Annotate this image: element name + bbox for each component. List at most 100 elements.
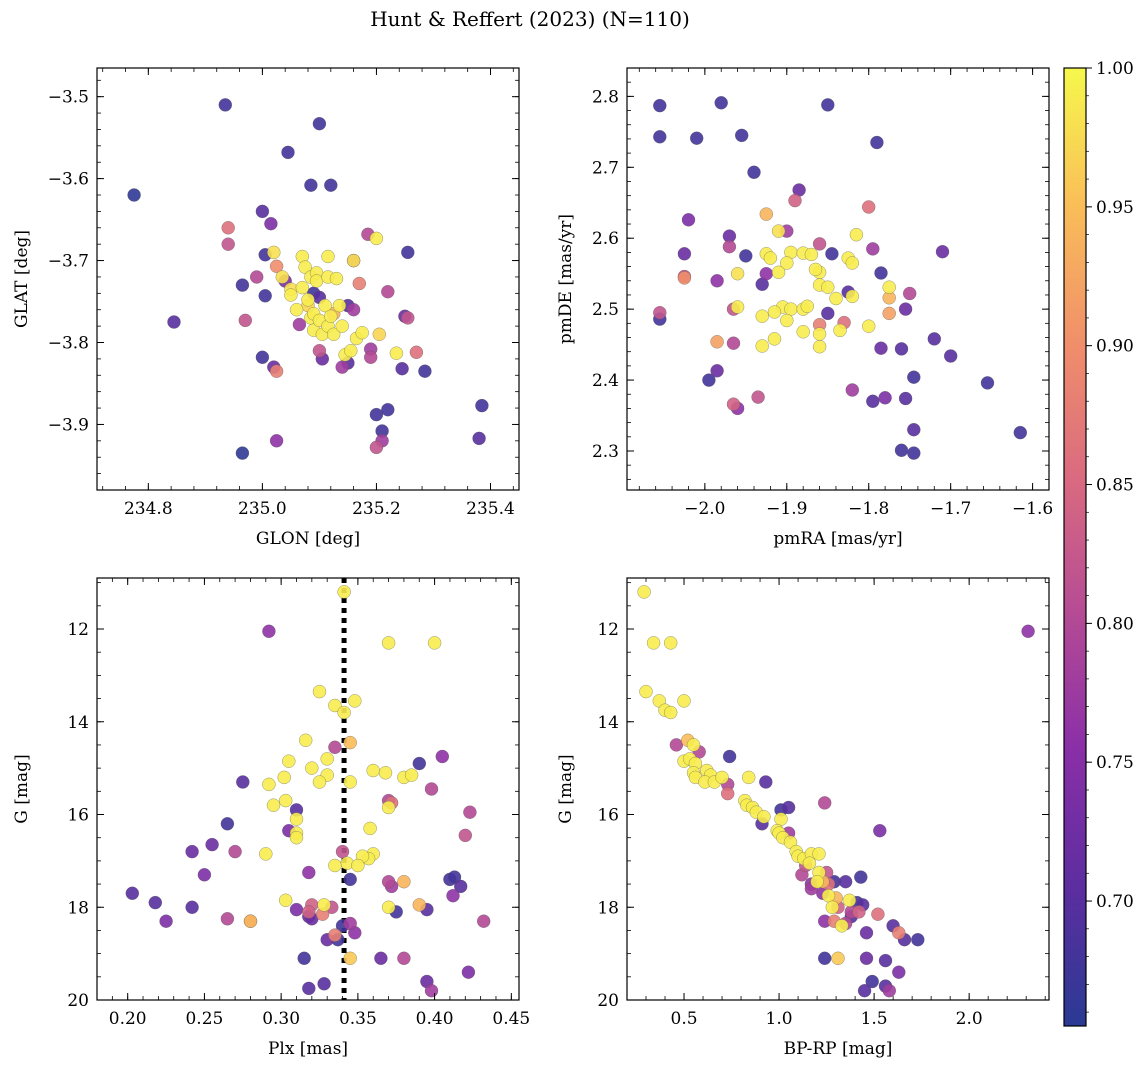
- data-point: [857, 983, 872, 998]
- data-point: [266, 798, 281, 812]
- data-point: [309, 274, 324, 288]
- panel-plx-g: 0.20 0.25 0.30 0.35 0.40 0.45 12 14 16 18 20 Plx [m…: [12, 577, 530, 1059]
- data-point: [710, 335, 724, 349]
- data-point: [435, 749, 450, 764]
- data-point: [343, 735, 357, 750]
- data-point: [275, 270, 290, 284]
- data-point: [328, 698, 342, 713]
- data-point: [344, 343, 358, 358]
- data-point: [730, 266, 745, 281]
- data-point: [282, 754, 296, 768]
- data-point: [845, 256, 860, 270]
- data-point: [774, 812, 788, 826]
- data-point: [741, 770, 756, 785]
- x-tick-label: 0.35: [339, 1009, 377, 1029]
- data-point: [861, 200, 876, 214]
- data-point: [312, 116, 327, 131]
- panel-pmra-pmde: −2.0 −1.9 −1.8 −1.7 −1.6 2.3 2.4 2.5 2.6 2.7 2.8 pm…: [556, 67, 1053, 549]
- data-point: [865, 974, 879, 989]
- data-point: [458, 828, 473, 843]
- data-point: [352, 276, 367, 291]
- colorbar-tick-label: 0.70: [1096, 892, 1134, 912]
- data-point: [907, 446, 921, 460]
- x-tick-label: −1.7: [930, 499, 971, 519]
- data-point: [902, 286, 917, 301]
- data-point: [747, 165, 761, 180]
- data-point: [825, 247, 839, 261]
- data-point: [404, 768, 419, 782]
- data-point: [780, 313, 794, 328]
- axes-frame: [626, 577, 1050, 1001]
- data-point: [907, 422, 921, 437]
- data-point: [835, 919, 849, 933]
- data-point: [866, 394, 880, 409]
- data-point: [262, 777, 276, 792]
- axes-frame: [626, 67, 1050, 491]
- data-point: [329, 271, 344, 286]
- colorbar-tick-label: 0.75: [1096, 753, 1134, 773]
- data-point: [297, 951, 311, 966]
- data-point: [185, 844, 199, 859]
- data-point: [637, 585, 651, 599]
- data-point: [677, 694, 691, 708]
- data-point: [332, 298, 347, 313]
- data-point: [842, 893, 857, 908]
- data-point: [852, 905, 866, 919]
- x-axis-label: BP-RP [mag]: [784, 1039, 893, 1059]
- data-point: [757, 810, 771, 824]
- x-axis-label: Plx [mas]: [268, 1039, 348, 1059]
- data-point: [312, 684, 327, 699]
- y-tick-label: 14: [67, 713, 89, 733]
- data-point: [320, 752, 334, 766]
- data-point: [821, 98, 835, 112]
- data-point: [243, 914, 258, 928]
- data-point: [755, 309, 769, 323]
- data-point: [278, 893, 293, 908]
- data-point: [771, 265, 786, 280]
- data-point: [418, 364, 432, 378]
- data-point: [259, 847, 273, 861]
- data-point: [808, 262, 823, 277]
- data-point: [372, 327, 387, 342]
- data-point: [312, 775, 327, 789]
- data-point: [346, 253, 361, 268]
- y-tick-label: 16: [67, 806, 89, 826]
- data-point: [821, 888, 836, 903]
- data-point: [771, 224, 786, 238]
- data-point: [854, 870, 868, 884]
- data-point: [424, 983, 439, 998]
- data-point: [646, 636, 661, 650]
- data-point: [759, 775, 773, 789]
- data-point: [874, 266, 888, 280]
- data-point: [378, 766, 393, 780]
- data-point: [476, 914, 491, 928]
- data-point: [317, 977, 331, 991]
- data-point: [686, 738, 701, 752]
- data-point: [681, 213, 696, 227]
- y-tick-label: 18: [597, 898, 619, 918]
- data-point: [802, 856, 817, 870]
- data-point: [980, 376, 995, 390]
- x-tick-label: −1.6: [1012, 499, 1053, 519]
- data-point: [463, 805, 477, 819]
- data-point: [292, 317, 307, 332]
- data-point: [369, 231, 384, 246]
- data-point: [348, 694, 362, 708]
- data-point: [821, 306, 835, 321]
- data-point: [269, 434, 284, 448]
- data-point: [427, 636, 442, 650]
- data-point: [355, 325, 369, 340]
- data-point: [726, 336, 741, 350]
- y-tick-label: 14: [597, 713, 619, 733]
- data-point: [289, 302, 304, 317]
- data-point: [831, 951, 845, 966]
- data-point: [689, 131, 704, 145]
- data-point: [1013, 425, 1028, 440]
- data-point: [907, 370, 921, 384]
- data-point: [148, 895, 163, 910]
- data-point: [663, 636, 678, 650]
- data-point: [337, 705, 351, 720]
- data-point: [381, 284, 395, 299]
- x-tick-label: 0.40: [416, 1009, 454, 1029]
